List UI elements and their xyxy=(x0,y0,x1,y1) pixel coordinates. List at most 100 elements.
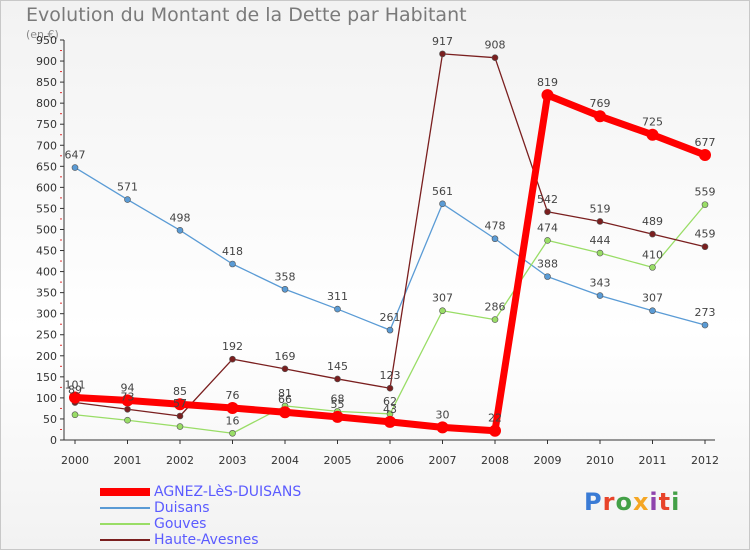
legend-label: AGNEZ-LèS-DUISANS xyxy=(154,484,302,500)
x-tick-label: 2002 xyxy=(166,454,194,467)
data-label: 519 xyxy=(590,202,611,215)
data-label: 917 xyxy=(432,35,453,48)
y-tick-label: 450 xyxy=(36,245,57,258)
data-label: 647 xyxy=(65,149,86,162)
data-label: 561 xyxy=(432,185,453,198)
data-label: 89 xyxy=(68,384,82,397)
x-tick-label: 2007 xyxy=(429,454,457,467)
data-label: 145 xyxy=(327,360,348,373)
data-point xyxy=(701,321,709,329)
data-label: 388 xyxy=(537,258,558,271)
legend-swatch xyxy=(100,488,150,496)
data-point xyxy=(226,402,239,414)
data-label: 410 xyxy=(642,248,663,261)
data-label: 474 xyxy=(537,221,558,234)
y-tick-label: 50 xyxy=(43,413,57,426)
data-point xyxy=(229,260,236,268)
y-tick-label: 300 xyxy=(36,308,57,321)
data-point xyxy=(701,243,709,251)
legend-item: AGNEZ-LèS-DUISANS xyxy=(100,484,301,500)
data-label: 57 xyxy=(173,397,187,410)
x-tick-label: 2005 xyxy=(324,454,352,467)
data-label: 286 xyxy=(485,301,506,314)
data-point xyxy=(649,264,656,271)
data-point xyxy=(439,307,446,315)
data-label: 43 xyxy=(383,403,397,416)
logo-letter: i xyxy=(671,488,681,516)
data-label: 16 xyxy=(226,414,240,427)
data-label: 343 xyxy=(590,277,611,290)
data-point xyxy=(701,201,709,208)
data-point xyxy=(331,410,344,423)
data-label: 30 xyxy=(436,408,450,421)
data-point xyxy=(649,307,656,315)
data-point xyxy=(124,416,131,424)
data-point xyxy=(279,406,291,419)
proxiti-logo: Proxiti xyxy=(584,488,680,516)
logo-letter: P xyxy=(584,488,603,516)
data-label: 85 xyxy=(173,385,187,398)
data-label: 444 xyxy=(590,234,611,247)
y-tick-label: 750 xyxy=(36,118,57,131)
y-tick-label: 200 xyxy=(36,350,57,363)
y-tick-label: 250 xyxy=(36,329,57,342)
data-label: 311 xyxy=(327,290,348,303)
data-point xyxy=(594,110,606,123)
data-label: 73 xyxy=(121,390,135,403)
data-point xyxy=(281,285,289,293)
legend-swatch xyxy=(100,507,150,509)
chart-title: Evolution du Montant de la Dette par Hab… xyxy=(26,4,467,26)
data-point xyxy=(491,54,499,61)
data-point xyxy=(544,273,551,280)
data-label: 68 xyxy=(331,392,345,405)
data-label: 101 xyxy=(65,378,86,391)
y-tick-label: 500 xyxy=(36,223,57,236)
data-label: 81 xyxy=(278,387,292,400)
data-point xyxy=(71,411,79,419)
data-label: 55 xyxy=(331,398,345,411)
y-tick-label: 350 xyxy=(36,287,57,300)
data-label: 489 xyxy=(642,215,663,228)
y-tick-label: 400 xyxy=(36,266,57,279)
legend-item: Duisans xyxy=(100,500,301,516)
data-point xyxy=(699,148,711,161)
data-point xyxy=(541,89,554,102)
data-label: 192 xyxy=(222,340,243,353)
data-point xyxy=(281,365,289,373)
data-point xyxy=(439,50,446,58)
data-label: 62 xyxy=(383,395,397,408)
x-tick-label: 2008 xyxy=(481,454,509,467)
x-tick-label: 2003 xyxy=(219,454,247,467)
data-label: 94 xyxy=(121,381,135,394)
legend-label: Duisans xyxy=(154,500,210,516)
data-label: 169 xyxy=(275,350,296,363)
data-point xyxy=(436,421,449,434)
data-label: 261 xyxy=(380,311,401,324)
data-point xyxy=(386,384,394,392)
y-tick-label: 650 xyxy=(36,160,57,173)
data-label: 498 xyxy=(170,211,191,224)
data-label: 478 xyxy=(485,220,506,233)
data-label: 677 xyxy=(695,136,716,149)
data-point xyxy=(544,208,551,216)
x-tick-label: 2000 xyxy=(61,454,89,467)
data-point xyxy=(596,292,604,299)
x-tick-label: 2009 xyxy=(534,454,562,467)
data-point xyxy=(121,394,134,407)
logo-letter: t xyxy=(658,488,672,516)
data-point xyxy=(491,235,499,243)
legend-item: Haute-Avesnes xyxy=(100,532,301,548)
data-point xyxy=(596,218,604,225)
y-tick-label: 950 xyxy=(36,34,57,47)
data-point xyxy=(124,196,131,203)
x-tick-label: 2004 xyxy=(271,454,299,467)
data-point xyxy=(489,424,501,437)
legend-label: Gouves xyxy=(154,516,207,532)
data-point xyxy=(334,375,341,383)
y-tick-label: 150 xyxy=(36,371,57,384)
data-point xyxy=(176,423,184,430)
x-tick-label: 2006 xyxy=(376,454,404,467)
data-point xyxy=(69,391,81,404)
y-tick-label: 550 xyxy=(36,202,57,215)
